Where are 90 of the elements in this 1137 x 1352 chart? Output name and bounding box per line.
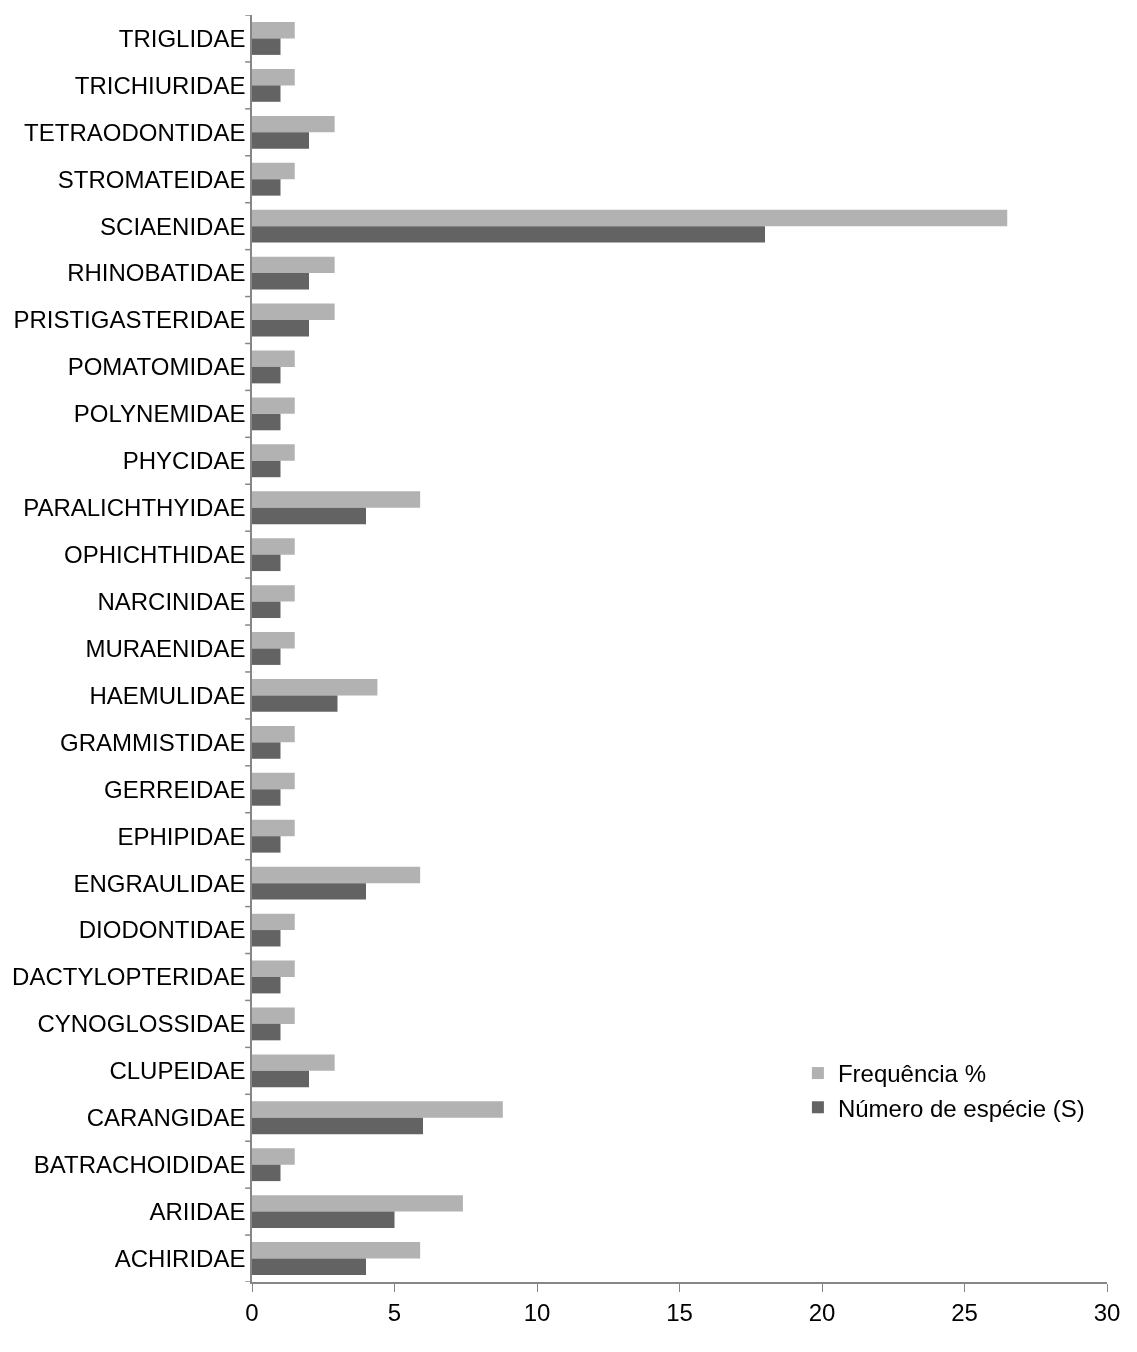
y-tick-label: POLYNEMIDAE [73,400,246,428]
bar [252,695,338,712]
x-tick-label: 20 [808,1298,836,1326]
bar [252,1148,295,1165]
bar [252,976,281,994]
bar [252,1117,423,1135]
bar [252,960,295,977]
y-tick-label: GERREIDAE [104,775,246,803]
y-tick-label: CARANGIDAE [86,1104,246,1132]
x-tick-label: 5 [387,1298,402,1326]
y-tick-label: GRAMMISTIDAE [60,728,246,756]
y-tick-label: ENGRAULIDAE [73,869,246,897]
y-tick-label: DACTYLOPTERIDAE [12,963,246,991]
legend-label: Frequência % [837,1060,986,1088]
bar [252,585,295,602]
y-tick-label: SCIAENIDAE [100,212,246,240]
x-tick-label: 10 [523,1298,551,1326]
x-tick-label: 30 [1093,1298,1121,1326]
bar [252,413,281,431]
bar [252,883,366,900]
y-tick-label: DIODONTIDAE [78,916,246,944]
bar [252,930,281,947]
bar [252,320,309,337]
bar [252,1242,421,1259]
bar [252,1164,281,1182]
bar [252,1211,395,1229]
bar [252,913,295,931]
bar [252,742,281,759]
bar [252,1258,366,1275]
bar [252,819,295,837]
bar [252,85,281,102]
bar [252,836,281,853]
bar [252,507,366,525]
bar [252,679,378,696]
y-tick-label: NARCINIDAE [97,587,246,615]
bar [252,648,281,665]
bar [252,22,295,39]
y-tick-label: TRIGLIDAE [118,24,246,52]
x-tick-label: 25 [951,1298,978,1326]
bar [252,273,309,290]
bar [252,1195,463,1212]
y-tick-label: OPHICHTHIDAE [64,541,246,569]
bar [252,789,281,806]
y-tick-label: STROMATEIDAE [57,165,246,193]
bar [252,772,295,790]
y-tick-label: RHINOBATIDAE [67,259,246,287]
bar [252,632,295,649]
bar [252,725,295,743]
y-tick-label: ACHIRIDAE [114,1244,246,1272]
y-tick-label: PARALICHTHYIDAE [23,494,246,522]
bar [252,554,281,572]
bar [252,1070,309,1088]
bar [252,209,1008,227]
bar [252,303,335,321]
bar [252,460,281,478]
y-tick-label: ARIIDAE [149,1198,246,1226]
bar [252,366,281,384]
y-tick-label: EPHIPIDAE [117,822,246,850]
y-tick-label: POMATOMIDAE [67,353,246,381]
bar [252,350,295,367]
bar [252,38,281,55]
legend-label: Número de espécie (S) [837,1094,1085,1122]
bar [252,538,295,555]
bar [252,1054,335,1071]
bar [252,179,281,196]
y-tick-label: TRICHIURIDAE [74,71,246,99]
bar [252,1101,503,1118]
bar [252,866,421,884]
bar [252,1007,295,1024]
y-tick-label: CYNOGLOSSIDAE [37,1010,246,1038]
bar [252,132,309,149]
bar [252,226,765,243]
x-tick-label: 15 [666,1298,693,1326]
y-tick-label: PHYCIDAE [122,447,246,475]
bar [252,115,335,133]
bar [252,397,295,414]
bar [252,491,421,508]
y-tick-label: PRISTIGASTERIDAE [13,306,246,334]
y-tick-label: TETRAODONTIDAE [24,118,246,146]
bar [252,256,335,274]
x-tick-label: 0 [245,1298,259,1326]
bar [252,444,295,461]
y-tick-label: MURAENIDAE [85,634,246,662]
y-tick-label: CLUPEIDAE [109,1057,246,1085]
bar [252,601,281,618]
bar [252,162,295,180]
y-tick-label: HAEMULIDAE [89,681,246,709]
bar [252,68,295,86]
y-tick-label: BATRACHOIDIDAE [33,1151,246,1179]
bar [252,1023,281,1041]
